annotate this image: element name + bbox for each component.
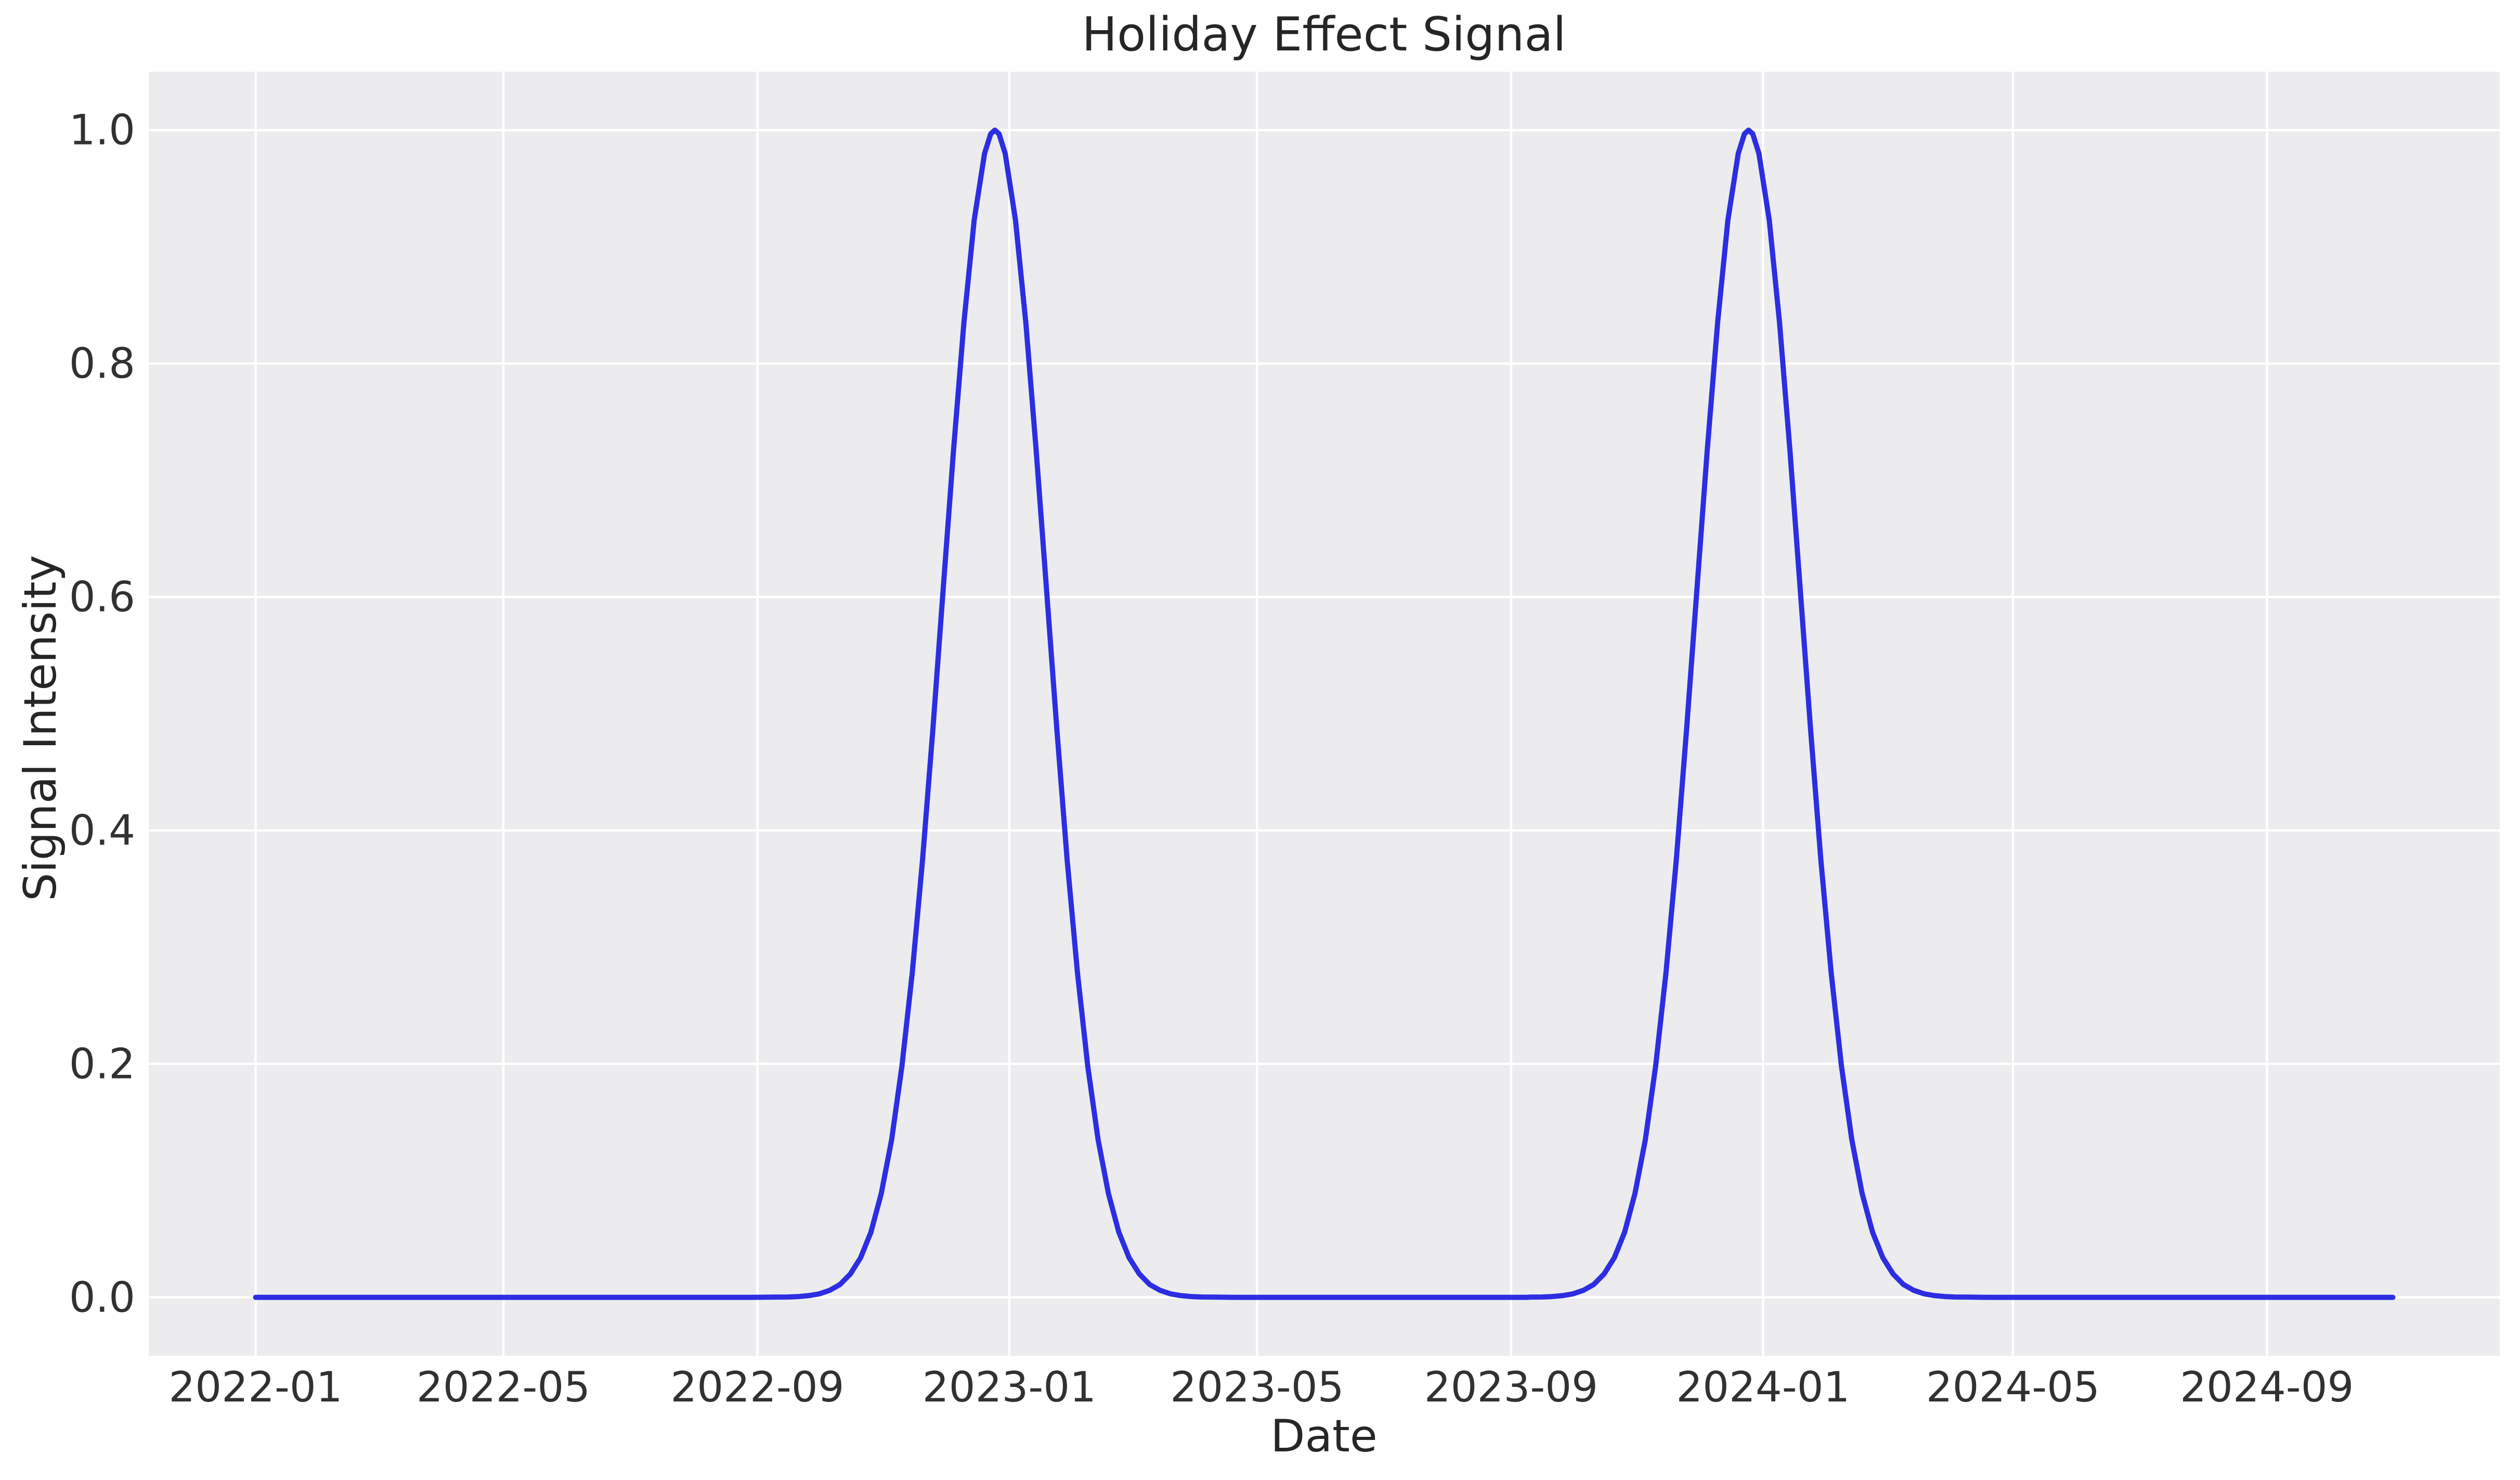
- x-tick-label: 2023-09: [1424, 1363, 1599, 1411]
- y-axis-label: Signal Intensity: [15, 555, 67, 901]
- plot-canvas: [149, 72, 2500, 1356]
- chart-title: Holiday Effect Signal: [1082, 7, 1566, 62]
- y-tick-label: 0.0: [69, 1273, 135, 1322]
- x-tick-label: 2024-09: [2180, 1363, 2354, 1411]
- y-tick-label: 1.0: [69, 106, 135, 154]
- x-axis-label: Date: [1270, 1410, 1378, 1462]
- x-tick-label: 2023-05: [1170, 1363, 1344, 1411]
- x-tick-label: 2024-05: [1926, 1363, 2100, 1411]
- x-tick-label: 2022-05: [416, 1363, 591, 1411]
- y-tick-label: 0.6: [69, 573, 135, 621]
- y-tick-label: 0.4: [69, 806, 135, 855]
- y-tick-label: 0.2: [69, 1040, 135, 1088]
- y-tick-label: 0.8: [69, 339, 135, 388]
- x-tick-label: 2023-01: [922, 1363, 1097, 1411]
- plot-area: [149, 72, 2500, 1356]
- x-tick-label: 2022-09: [670, 1363, 845, 1411]
- signal-line: [253, 127, 2396, 1300]
- x-tick-label: 2022-01: [168, 1363, 343, 1411]
- x-tick-label: 2024-01: [1676, 1363, 1850, 1411]
